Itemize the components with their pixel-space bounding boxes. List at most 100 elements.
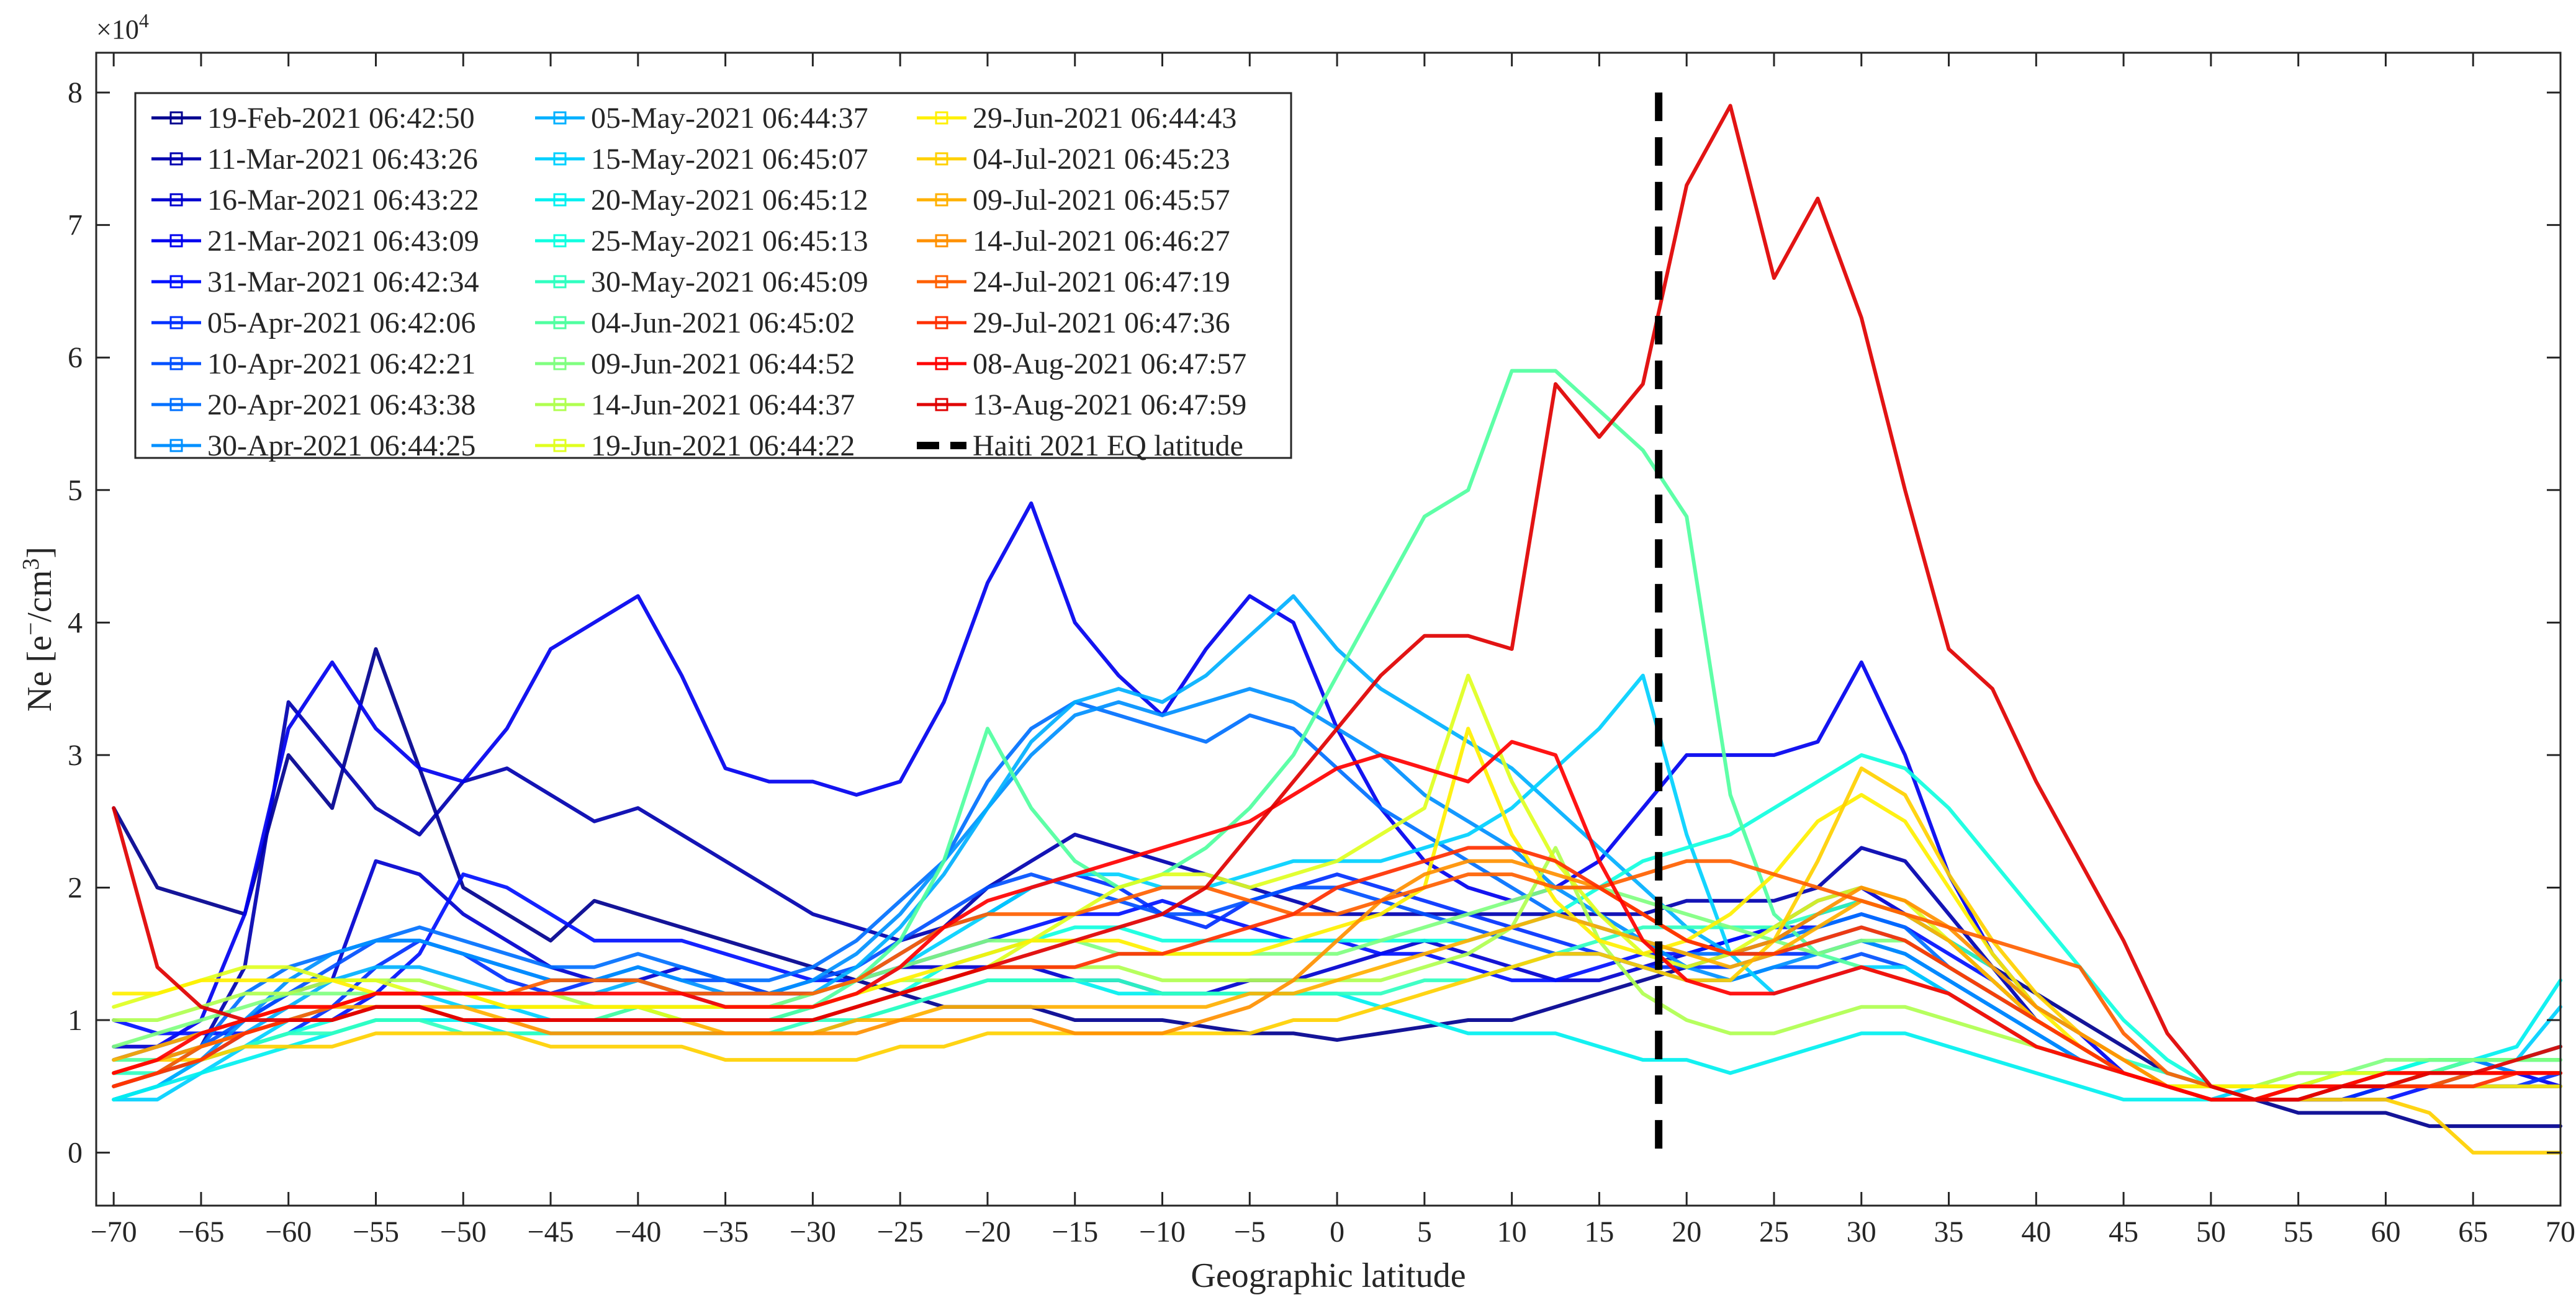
x-tick-label: −35 bbox=[702, 1216, 749, 1248]
series-line-22 bbox=[112, 859, 2562, 1102]
x-tick-label: 55 bbox=[2284, 1216, 2313, 1248]
plot-area-frame bbox=[95, 52, 2562, 1207]
series-line-23 bbox=[112, 859, 2562, 1102]
y-tick-label: 1 bbox=[68, 1004, 83, 1037]
y-tick-label: 2 bbox=[68, 871, 83, 904]
x-tick-label: −55 bbox=[353, 1216, 399, 1248]
y-tick-label: 3 bbox=[68, 739, 83, 772]
x-axis: −70 −65 −60 −55 −50 −45 −40 −35 −30 −25 −20 −15 −10−… bbox=[91, 53, 2575, 1248]
legend-marker bbox=[169, 152, 183, 166]
legend-marker bbox=[553, 439, 567, 452]
x-tick-label: 0 bbox=[1330, 1216, 1344, 1248]
series-line-26 bbox=[112, 104, 2562, 1102]
y-axis-label: Ne [e−/cm3] bbox=[18, 547, 59, 712]
legend-label: 29-Jul-2021 06:47:36 bbox=[973, 307, 1230, 339]
series-line-25 bbox=[112, 740, 2562, 1102]
legend-label: 13-Aug-2021 06:47:59 bbox=[973, 388, 1246, 421]
x-tick-label: 60 bbox=[2371, 1216, 2400, 1248]
legend-label: 08-Aug-2021 06:47:57 bbox=[973, 347, 1246, 380]
series-line-4 bbox=[112, 501, 2562, 1102]
legend-marker bbox=[553, 357, 567, 370]
legend-marker bbox=[553, 275, 567, 289]
y-axis: 0 1 2 3 4 5 6 7 8 bbox=[68, 76, 2560, 1170]
series-layer bbox=[112, 104, 2562, 1155]
legend-label: 24-Jul-2021 06:47:19 bbox=[973, 266, 1230, 298]
legend-label: 20-Apr-2021 06:43:38 bbox=[207, 388, 475, 421]
x-tick-label: −15 bbox=[1052, 1216, 1098, 1248]
y-tick-label: 7 bbox=[68, 209, 83, 242]
legend-label: 25-May-2021 06:45:13 bbox=[591, 225, 868, 258]
legend-label: 30-May-2021 06:45:09 bbox=[591, 266, 868, 298]
x-axis-label: Geographic latitude bbox=[1191, 1256, 1466, 1295]
x-tick-label: −60 bbox=[265, 1216, 312, 1248]
y-tick-label: 8 bbox=[68, 76, 83, 109]
x-tick-label: −25 bbox=[877, 1216, 924, 1248]
legend-marker bbox=[935, 234, 948, 248]
legend-label: 20-May-2021 06:45:12 bbox=[591, 184, 868, 217]
legend-label: 16-Mar-2021 06:43:22 bbox=[207, 184, 479, 217]
legend-marker bbox=[169, 111, 183, 125]
x-tick-label: 40 bbox=[2021, 1216, 2051, 1248]
x-tick-label: 15 bbox=[1584, 1216, 1614, 1248]
legend-label: 05-Apr-2021 06:42:06 bbox=[207, 307, 475, 339]
legend-label: 04-Jul-2021 06:45:23 bbox=[973, 143, 1230, 176]
legend-marker bbox=[169, 193, 183, 207]
legend-label: Haiti 2021 EQ latitude bbox=[973, 429, 1243, 462]
y-tick-label: 6 bbox=[68, 341, 83, 374]
legend-label: 05-May-2021 06:44:37 bbox=[591, 102, 868, 135]
legend-marker bbox=[169, 275, 183, 289]
x-tick-label: −70 bbox=[91, 1216, 137, 1248]
series-line-14 bbox=[112, 898, 2562, 1088]
legend-marker bbox=[935, 111, 948, 125]
legend-label: 21-Mar-2021 06:43:09 bbox=[207, 225, 479, 258]
legend-marker bbox=[169, 357, 183, 370]
legend-label: 19-Jun-2021 06:44:22 bbox=[591, 429, 855, 462]
legend-label: 15-May-2021 06:45:07 bbox=[591, 143, 868, 176]
x-tick-label: −20 bbox=[964, 1216, 1011, 1248]
x-tick-label: 35 bbox=[1934, 1216, 1964, 1248]
legend: 19-Feb-2021 06:42:50 11-Mar-2021 06:43:26… bbox=[134, 92, 1292, 462]
x-tick-label: −30 bbox=[790, 1216, 836, 1248]
legend-label: 31-Mar-2021 06:42:34 bbox=[207, 266, 479, 298]
legend-label: 14-Jul-2021 06:46:27 bbox=[973, 225, 1230, 258]
legend-marker bbox=[169, 316, 183, 329]
legend-label: 04-Jun-2021 06:45:02 bbox=[591, 307, 855, 339]
series-line-9 bbox=[112, 687, 2562, 1102]
legend-marker bbox=[553, 111, 567, 125]
legend-label: 30-Apr-2021 06:44:25 bbox=[207, 429, 475, 462]
legend-label: 11-Mar-2021 06:43:26 bbox=[207, 143, 478, 176]
legend-marker bbox=[553, 193, 567, 207]
legend-items: 19-Feb-2021 06:42:50 11-Mar-2021 06:43:26… bbox=[151, 102, 1246, 462]
legend-label: 09-Jul-2021 06:45:57 bbox=[973, 184, 1230, 217]
x-tick-label: −10 bbox=[1139, 1216, 1186, 1248]
series-line-13 bbox=[112, 753, 2562, 1088]
legend-marker bbox=[169, 439, 183, 452]
legend-marker bbox=[935, 357, 948, 370]
legend-marker bbox=[935, 275, 948, 289]
legend-marker bbox=[935, 193, 948, 207]
x-tick-label: −50 bbox=[440, 1216, 487, 1248]
x-tick-label: −40 bbox=[615, 1216, 661, 1248]
x-tick-label: 65 bbox=[2458, 1216, 2488, 1248]
legend-marker bbox=[935, 316, 948, 329]
legend-marker bbox=[935, 398, 948, 411]
legend-marker bbox=[169, 234, 183, 248]
y-multiplier: ×104 bbox=[96, 9, 149, 45]
x-tick-label: 25 bbox=[1759, 1216, 1789, 1248]
x-tick-label: −45 bbox=[528, 1216, 574, 1248]
x-tick-label: 50 bbox=[2196, 1216, 2226, 1248]
legend-marker bbox=[935, 152, 948, 166]
legend-box bbox=[134, 92, 1292, 459]
x-tick-label: 10 bbox=[1497, 1216, 1527, 1248]
legend-marker bbox=[553, 234, 567, 248]
legend-marker bbox=[553, 152, 567, 166]
legend-label: 14-Jun-2021 06:44:37 bbox=[591, 388, 855, 421]
x-tick-label: −5 bbox=[1234, 1216, 1266, 1248]
legend-label: 29-Jun-2021 06:44:43 bbox=[973, 102, 1236, 135]
y-tick-label: 5 bbox=[68, 474, 83, 507]
legend-label: 09-Jun-2021 06:44:52 bbox=[591, 347, 855, 380]
x-tick-label: −65 bbox=[178, 1216, 224, 1248]
x-tick-label: 45 bbox=[2109, 1216, 2138, 1248]
legend-marker bbox=[553, 316, 567, 329]
